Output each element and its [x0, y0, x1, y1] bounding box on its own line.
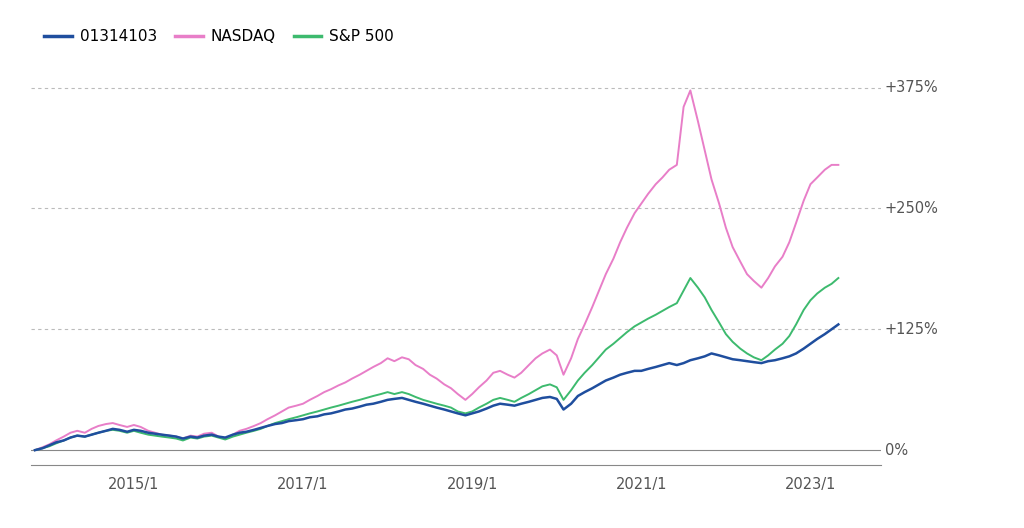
Text: 2017/1: 2017/1 [278, 477, 329, 492]
Text: +250%: +250% [885, 201, 939, 216]
Legend: 01314103, NASDAQ, S&P 500: 01314103, NASDAQ, S&P 500 [38, 23, 399, 50]
Text: +375%: +375% [885, 80, 938, 95]
Text: 2023/1: 2023/1 [784, 477, 837, 492]
Text: 2019/1: 2019/1 [446, 477, 498, 492]
Text: 0%: 0% [885, 442, 908, 458]
Text: 2021/1: 2021/1 [615, 477, 667, 492]
Text: 2015/1: 2015/1 [109, 477, 160, 492]
Text: +125%: +125% [885, 322, 939, 337]
